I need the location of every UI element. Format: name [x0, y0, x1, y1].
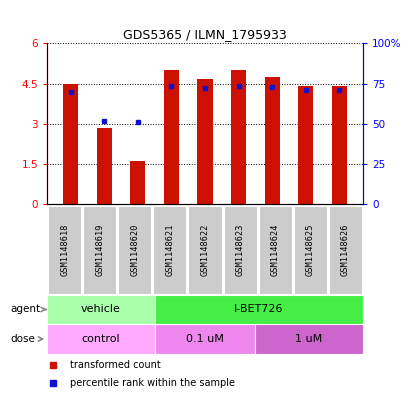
Text: percentile rank within the sample: percentile rank within the sample: [70, 378, 234, 388]
Text: GSM1148624: GSM1148624: [270, 223, 279, 276]
Bar: [48, 206, 81, 294]
Bar: [83, 206, 116, 294]
Text: agent: agent: [10, 305, 46, 314]
Bar: [63, 83, 78, 204]
Bar: [154, 324, 255, 354]
Text: I-BET726: I-BET726: [234, 305, 283, 314]
Bar: [331, 86, 346, 204]
Bar: [293, 206, 326, 294]
Text: GSM1148626: GSM1148626: [340, 223, 349, 276]
Text: GSM1148623: GSM1148623: [235, 223, 244, 276]
Bar: [47, 324, 154, 354]
Bar: [264, 77, 279, 204]
Text: 1 uM: 1 uM: [295, 334, 322, 344]
Text: dose: dose: [10, 334, 43, 344]
Title: GDS5365 / ILMN_1795933: GDS5365 / ILMN_1795933: [123, 28, 286, 40]
Text: GSM1148618: GSM1148618: [60, 223, 69, 276]
Text: GSM1148620: GSM1148620: [130, 223, 139, 276]
Bar: [154, 295, 362, 324]
Text: 0.1 uM: 0.1 uM: [186, 334, 223, 344]
Text: GSM1148622: GSM1148622: [200, 223, 209, 276]
Text: GSM1148625: GSM1148625: [305, 223, 314, 276]
Bar: [258, 206, 291, 294]
Text: vehicle: vehicle: [81, 305, 121, 314]
Bar: [255, 324, 362, 354]
Bar: [328, 206, 361, 294]
Bar: [47, 295, 154, 324]
Text: GSM1148619: GSM1148619: [95, 223, 104, 276]
Text: control: control: [81, 334, 120, 344]
Bar: [118, 206, 151, 294]
Bar: [130, 162, 145, 204]
Bar: [153, 206, 186, 294]
Text: transformed count: transformed count: [70, 360, 160, 371]
Bar: [164, 70, 179, 204]
Bar: [188, 206, 221, 294]
Bar: [97, 128, 112, 204]
Bar: [223, 206, 256, 294]
Bar: [197, 79, 212, 204]
Bar: [297, 86, 312, 204]
Text: GSM1148621: GSM1148621: [165, 223, 174, 276]
Bar: [230, 70, 245, 204]
